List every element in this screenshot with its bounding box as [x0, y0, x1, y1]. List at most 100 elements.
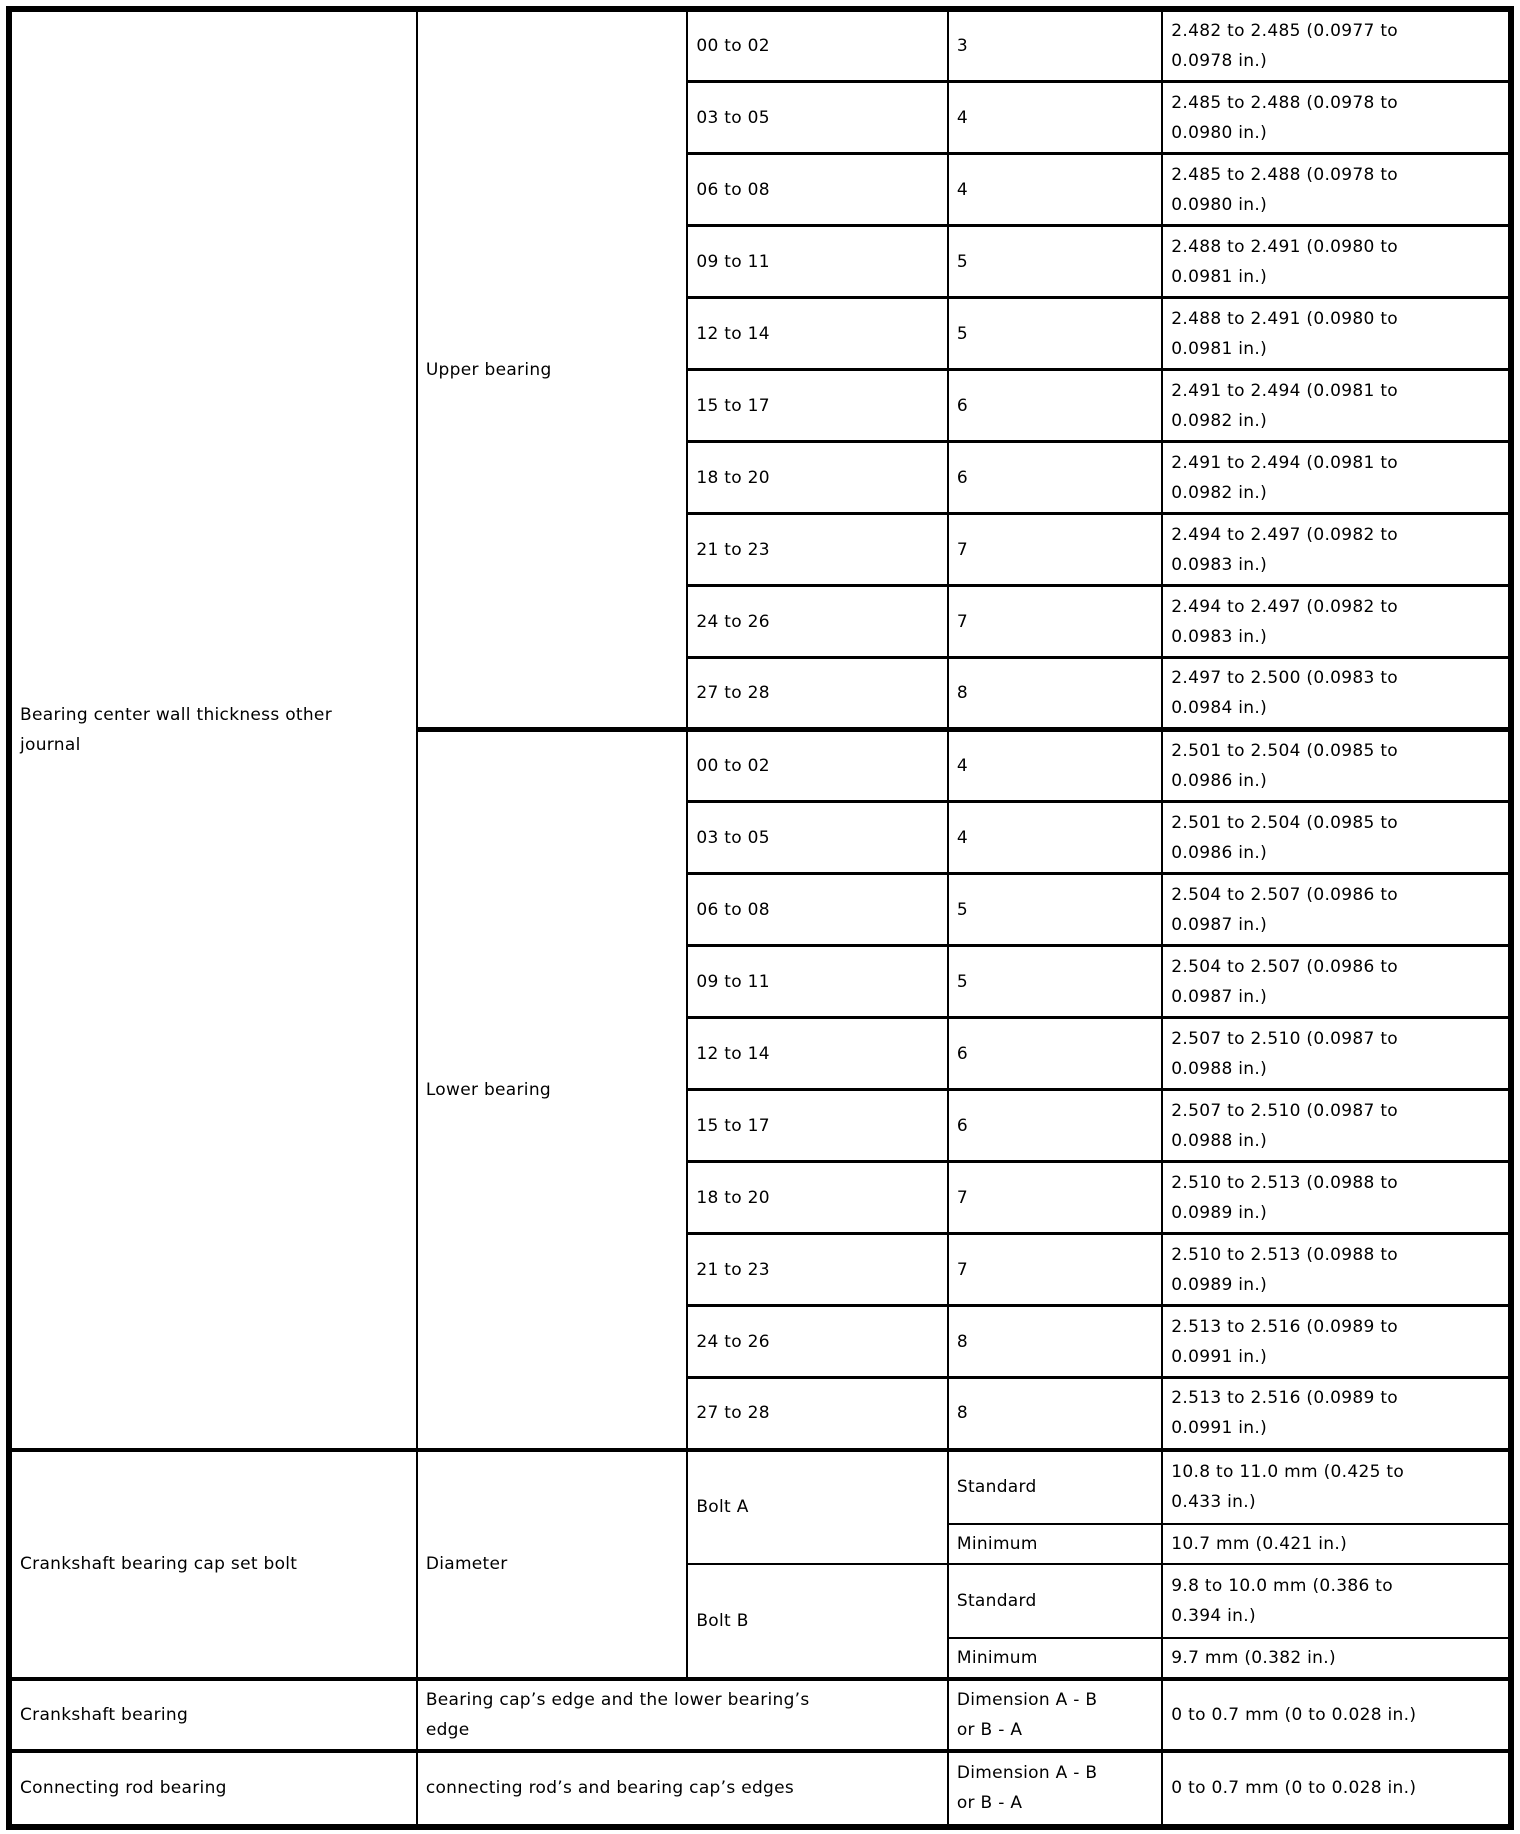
table-row: 24 to 26 7 2.494 to 2.497 (0.0982 to 0.098…: [9, 584, 1512, 659]
mark-range-cell: 21 to 23: [686, 512, 949, 587]
thickness-value-cell: 2.482 to 2.485 (0.0977 to 0.0978 in.): [1161, 8, 1512, 83]
table-row: 27 to 28 8 2.497 to 2.500 (0.0983 to 0.098…: [9, 656, 1512, 731]
bearing-number-cell: 5: [946, 224, 1164, 299]
spec-value-cell: 9.8 to 10.0 mm (0.386 to 0.394 in.): [1161, 1562, 1512, 1639]
bearing-number-cell: 7: [946, 1232, 1164, 1307]
edge-description-cell: connecting rod’s and bearing cap’s edges: [415, 1748, 949, 1828]
spec-value-cell: 10.7 mm (0.421 in.): [1161, 1522, 1512, 1565]
mark-range-cell: 06 to 08: [686, 152, 949, 227]
thickness-value-cell: 2.485 to 2.488 (0.0978 to 0.0980 in.): [1161, 152, 1512, 227]
bolt-measure-label-cell: Diameter: [415, 1447, 689, 1680]
bearing-number-cell: 3: [946, 8, 1164, 83]
table-row: 12 to 14 6 2.507 to 2.510 (0.0987 to 0.098…: [9, 1016, 1512, 1091]
bearing-number-cell: 7: [946, 1160, 1164, 1235]
mark-range-cell: 24 to 26: [686, 584, 949, 659]
bolt-section-label-cell: Crankshaft bearing cap set bolt: [8, 1447, 418, 1680]
clearance-value-cell: 0 to 0.7 mm (0 to 0.028 in.): [1161, 1676, 1512, 1752]
spec-value-cell: 10.8 to 11.0 mm (0.425 to 0.433 in.): [1161, 1447, 1512, 1525]
table-row: Connecting rod bearing connecting rod’s a…: [8, 1748, 1512, 1828]
mark-range-cell: 03 to 05: [686, 800, 949, 875]
mark-range-cell: 15 to 17: [686, 368, 949, 443]
mark-range-cell: 24 to 26: [686, 1304, 949, 1379]
table-row: Minimum 9.7 mm (0.382 in.): [9, 1636, 1512, 1680]
spec-value-cell: 9.7 mm (0.382 in.): [1161, 1636, 1512, 1680]
bearing-number-cell: 7: [946, 512, 1164, 587]
bearing-group-label-cell: Upper bearing: [415, 8, 689, 731]
table-row: 21 to 23 7 2.510 to 2.513 (0.0988 to 0.098…: [9, 1232, 1512, 1307]
bolt-name-cell: Bolt A: [686, 1447, 949, 1565]
thickness-value-cell: 2.513 to 2.516 (0.0989 to 0.0991 in.): [1161, 1304, 1512, 1379]
mark-range-cell: 12 to 14: [686, 296, 949, 371]
table-row: 03 to 05 4 2.501 to 2.504 (0.0985 to 0.098…: [9, 800, 1512, 875]
thickness-value-cell: 2.504 to 2.507 (0.0986 to 0.0987 in.): [1161, 944, 1512, 1019]
bearing-number-cell: 6: [946, 368, 1164, 443]
spec-grade-cell: Minimum: [946, 1522, 1164, 1565]
thickness-value-cell: 2.504 to 2.507 (0.0986 to 0.0987 in.): [1161, 872, 1512, 947]
table-row: 21 to 23 7 2.494 to 2.497 (0.0982 to 0.098…: [9, 512, 1512, 587]
table-row: 09 to 11 5 2.488 to 2.491 (0.0980 to 0.098…: [9, 224, 1512, 299]
mark-range-cell: 00 to 02: [686, 727, 949, 803]
mark-range-cell: 06 to 08: [686, 872, 949, 947]
thickness-value-cell: 2.501 to 2.504 (0.0985 to 0.0986 in.): [1161, 727, 1512, 803]
bearing-spec-table: Bearing center wall thickness other jour…: [6, 6, 1514, 1830]
table-row: 09 to 11 5 2.504 to 2.507 (0.0986 to 0.098…: [9, 944, 1512, 1019]
thickness-value-cell: 2.510 to 2.513 (0.0988 to 0.0989 in.): [1161, 1160, 1512, 1235]
clearance-value-cell: 0 to 0.7 mm (0 to 0.028 in.): [1161, 1748, 1512, 1828]
mark-range-cell: 09 to 11: [686, 944, 949, 1019]
component-label-cell: Crankshaft bearing: [8, 1676, 418, 1752]
bearing-number-cell: 7: [946, 584, 1164, 659]
spec-grade-cell: Minimum: [946, 1636, 1164, 1680]
spec-grade-cell: Standard: [946, 1447, 1164, 1525]
mark-range-cell: 09 to 11: [686, 224, 949, 299]
mark-range-cell: 18 to 20: [686, 440, 949, 515]
thickness-value-cell: 2.485 to 2.488 (0.0978 to 0.0980 in.): [1161, 80, 1512, 155]
bearing-number-cell: 8: [946, 1376, 1164, 1451]
table-row: 06 to 08 5 2.504 to 2.507 (0.0986 to 0.098…: [9, 872, 1512, 947]
thickness-value-cell: 2.510 to 2.513 (0.0988 to 0.0989 in.): [1161, 1232, 1512, 1307]
table-row: Crankshaft bearing cap set bolt Diameter B…: [8, 1447, 1512, 1680]
mark-range-cell: 27 to 28: [686, 656, 949, 731]
bearing-group-label-cell: Lower bearing: [415, 727, 689, 1451]
table-row: 18 to 20 7 2.510 to 2.513 (0.0988 to 0.098…: [9, 1160, 1512, 1235]
mark-range-cell: 21 to 23: [686, 1232, 949, 1307]
thickness-value-cell: 2.488 to 2.491 (0.0980 to 0.0981 in.): [1161, 224, 1512, 299]
bearing-number-cell: 4: [946, 152, 1164, 227]
thickness-value-cell: 2.501 to 2.504 (0.0985 to 0.0986 in.): [1161, 800, 1512, 875]
table-row: Bearing center wall thickness other jour…: [8, 8, 1512, 1451]
mark-range-cell: 12 to 14: [686, 1016, 949, 1091]
table-row: 24 to 26 8 2.513 to 2.516 (0.0989 to 0.099…: [9, 1304, 1512, 1379]
table-row: 15 to 17 6 2.507 to 2.510 (0.0987 to 0.098…: [9, 1088, 1512, 1163]
thickness-value-cell: 2.497 to 2.500 (0.0983 to 0.0984 in.): [1161, 656, 1512, 731]
bearing-number-cell: 4: [946, 727, 1164, 803]
table-row: Bolt B Standard 9.8 to 10.0 mm (0.386 to 0…: [9, 1562, 1512, 1680]
table-row: Lower bearing 00 to 02 4 2.501 to 2.504 (0.…: [9, 727, 1512, 1451]
table-row: 06 to 08 4 2.485 to 2.488 (0.0978 to 0.098…: [9, 152, 1512, 227]
dimension-cell: Dimension A - B or B - A: [946, 1748, 1164, 1828]
mark-range-cell: 03 to 05: [686, 80, 949, 155]
bearing-number-cell: 4: [946, 800, 1164, 875]
thickness-value-cell: 2.491 to 2.494 (0.0981 to 0.0982 in.): [1161, 368, 1512, 443]
bolt-name-cell: Bolt B: [686, 1562, 949, 1680]
component-label-cell: Connecting rod bearing: [8, 1748, 418, 1828]
spec-grade-cell: Standard: [946, 1562, 1164, 1639]
bearing-number-cell: 6: [946, 1088, 1164, 1163]
main-row-label-cell: Bearing center wall thickness other jour…: [8, 8, 418, 1451]
mark-range-cell: 15 to 17: [686, 1088, 949, 1163]
table-row: 03 to 05 4 2.485 to 2.488 (0.0978 to 0.098…: [9, 80, 1512, 155]
table-row: 27 to 28 8 2.513 to 2.516 (0.0989 to 0.099…: [9, 1376, 1512, 1451]
bearing-number-cell: 5: [946, 944, 1164, 1019]
bearing-number-cell: 6: [946, 440, 1164, 515]
bearing-number-cell: 8: [946, 1304, 1164, 1379]
bearing-number-cell: 6: [946, 1016, 1164, 1091]
mark-range-cell: 18 to 20: [686, 1160, 949, 1235]
thickness-value-cell: 2.513 to 2.516 (0.0989 to 0.0991 in.): [1161, 1376, 1512, 1451]
bearing-spec-table-body: Bearing center wall thickness other jour…: [8, 8, 1512, 1828]
thickness-value-cell: 2.488 to 2.491 (0.0980 to 0.0981 in.): [1161, 296, 1512, 371]
thickness-value-cell: 2.494 to 2.497 (0.0982 to 0.0983 in.): [1161, 584, 1512, 659]
dimension-cell: Dimension A - B or B - A: [946, 1676, 1164, 1752]
mark-range-cell: 27 to 28: [686, 1376, 949, 1451]
table-row: Crankshaft bearing Bearing cap’s edge and…: [8, 1676, 1512, 1752]
thickness-value-cell: 2.507 to 2.510 (0.0987 to 0.0988 in.): [1161, 1088, 1512, 1163]
bearing-number-cell: 8: [946, 656, 1164, 731]
bearing-number-cell: 5: [946, 872, 1164, 947]
